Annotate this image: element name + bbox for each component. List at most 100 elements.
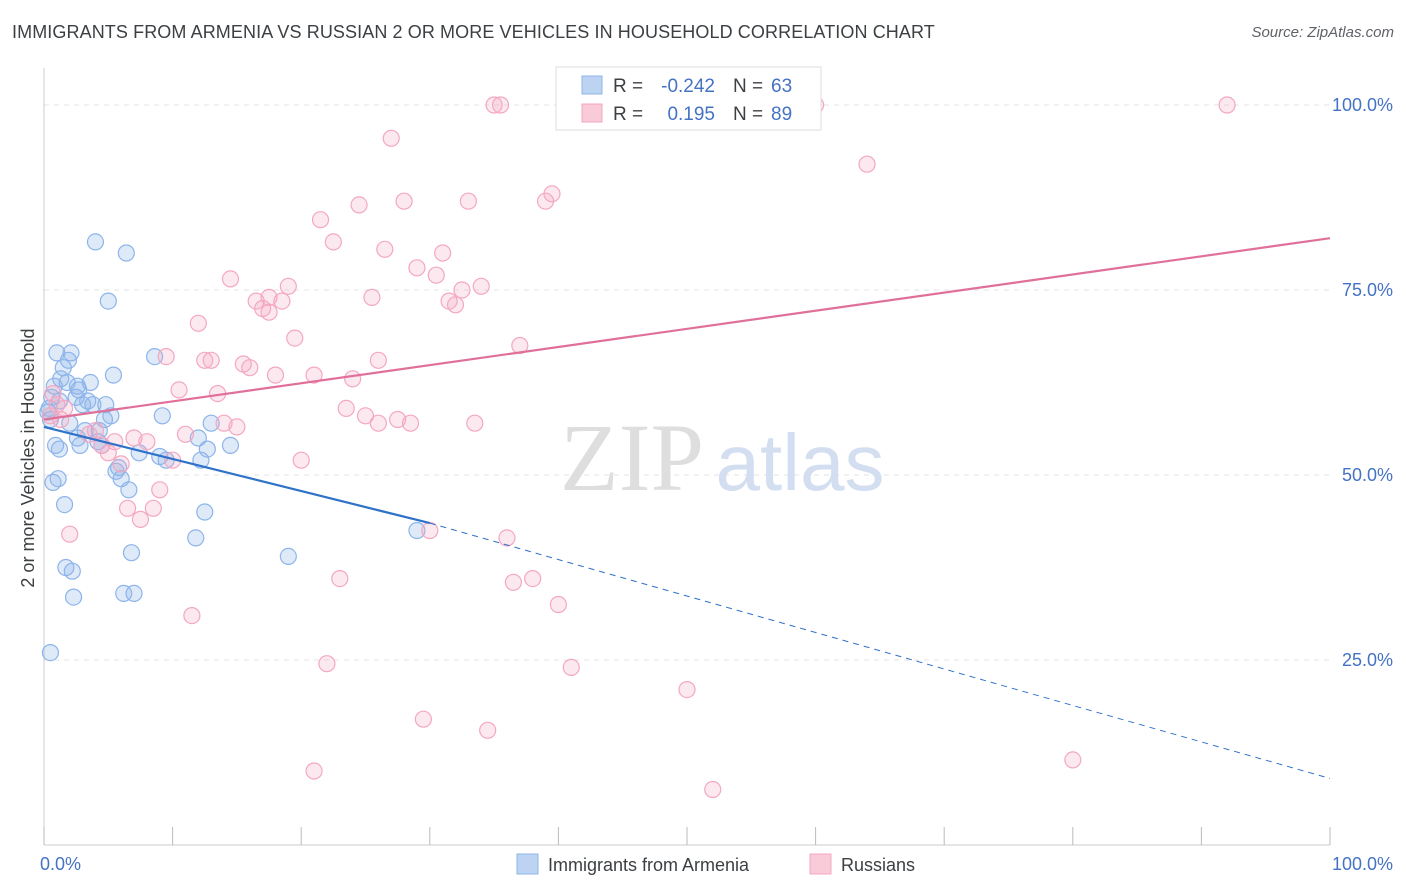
point-russians-68 [485, 96, 503, 114]
point-armenia-9 [50, 440, 69, 458]
point-russians-38 [286, 329, 304, 347]
point-armenia-44 [122, 544, 141, 562]
point-russians-59 [427, 266, 445, 284]
point-russians-73 [524, 569, 542, 588]
point-armenia-54 [196, 503, 214, 521]
legend-swatch-russians [809, 853, 832, 875]
point-armenia-59 [408, 521, 426, 540]
point-armenia-43 [120, 481, 138, 499]
chart-title: IMMIGRANTS FROM ARMENIA VS RUSSIAN 2 OR … [12, 22, 935, 42]
point-armenia-55 [198, 440, 216, 458]
point-armenia-51 [187, 529, 205, 547]
point-russians-88 [305, 762, 323, 780]
point-russians-43 [324, 233, 342, 251]
point-russians-15 [138, 433, 156, 451]
point-russians-65 [466, 414, 484, 432]
point-russians-69 [491, 96, 510, 114]
x-tick-label-0: 0.0% [40, 854, 81, 874]
source-credit: Source: ZipAtlas.com [1251, 24, 1394, 41]
point-russians-31 [241, 359, 259, 377]
point-russians-55 [401, 414, 420, 432]
point-russians-36 [273, 292, 291, 310]
point-russians-71 [504, 573, 522, 591]
point-russians-66 [472, 277, 490, 295]
point-russians-27 [215, 414, 233, 432]
point-russians-80 [678, 680, 696, 699]
point-armenia-45 [125, 584, 143, 603]
grid-lines [44, 104, 1330, 661]
watermark: ZIP atlas [560, 404, 884, 511]
point-armenia-58 [279, 547, 297, 566]
point-russians-48 [356, 407, 375, 425]
trend-line-armenia [43, 425, 431, 525]
stats-n-label-russians: N = [733, 104, 763, 125]
point-russians-84 [1064, 751, 1082, 769]
point-russians-20 [170, 381, 188, 399]
point-russians-54 [395, 192, 413, 210]
point-russians-67 [479, 721, 497, 739]
point-russians-37 [279, 277, 297, 295]
point-armenia-37 [104, 366, 123, 384]
point-armenia-17 [62, 344, 80, 362]
legend-swatch-armenia [516, 853, 539, 875]
point-russians-35 [266, 366, 285, 384]
point-russians-50 [369, 351, 387, 369]
point-russians-63 [453, 281, 471, 299]
point-russians-24 [196, 351, 214, 369]
stats-n-value-russians: 89 [771, 104, 792, 125]
point-armenia-35 [99, 292, 117, 310]
axes [43, 68, 1331, 846]
point-russians-85 [1218, 96, 1236, 114]
point-russians-23 [189, 314, 207, 332]
point-russians-76 [549, 595, 568, 614]
stats-n-value-armenia: 63 [771, 76, 792, 97]
point-armenia-31 [90, 422, 108, 440]
data-points [39, 96, 1236, 799]
point-armenia-52 [189, 429, 207, 447]
point-armenia-60 [41, 643, 60, 662]
point-russians-86 [260, 303, 278, 321]
y-axis-label: 2 or more Vehicles in Household [18, 328, 38, 587]
watermark-atlas: atlas [716, 418, 885, 507]
legend-label-russians: Russians [841, 855, 915, 875]
point-russians-62 [446, 296, 465, 314]
point-russians-44 [331, 569, 349, 588]
point-russians-87 [369, 414, 387, 432]
point-russians-17 [151, 481, 169, 499]
point-armenia-36 [102, 407, 120, 425]
stats-r-value-armenia: -0.242 [661, 76, 715, 97]
point-russians-10 [106, 433, 124, 451]
point-russians-25 [202, 351, 220, 369]
point-russians-4 [55, 399, 74, 417]
stats-swatch-russians [581, 103, 603, 123]
point-russians-39 [292, 451, 310, 469]
trend-lines [43, 237, 1331, 779]
point-russians-18 [157, 348, 175, 366]
point-armenia-42 [117, 244, 135, 262]
point-russians-1 [44, 385, 62, 403]
point-armenia-34 [97, 396, 115, 414]
point-russians-5 [61, 525, 79, 543]
point-russians-22 [183, 606, 201, 625]
point-russians-16 [144, 499, 162, 517]
stats-r-label-russians: R = [613, 104, 643, 125]
point-armenia-56 [202, 414, 220, 432]
stats-r-value-russians: 0.195 [667, 104, 715, 125]
y-tick-label-0: 25.0% [1342, 650, 1393, 670]
point-russians-70 [498, 529, 516, 547]
point-armenia-8 [49, 470, 67, 488]
y-tick-label-1: 50.0% [1342, 465, 1393, 485]
point-russians-46 [344, 370, 362, 388]
point-russians-77 [562, 658, 580, 677]
point-russians-53 [389, 410, 407, 429]
point-russians-34 [260, 288, 278, 306]
stats-swatch-armenia [581, 75, 603, 95]
watermark-zip: ZIP [560, 404, 704, 511]
point-russians-51 [376, 240, 394, 258]
point-russians-83 [858, 155, 876, 173]
trend-line-armenia-extension [429, 522, 1331, 779]
point-russians-47 [350, 196, 368, 214]
point-russians-64 [459, 192, 477, 210]
point-armenia-18 [63, 562, 81, 580]
